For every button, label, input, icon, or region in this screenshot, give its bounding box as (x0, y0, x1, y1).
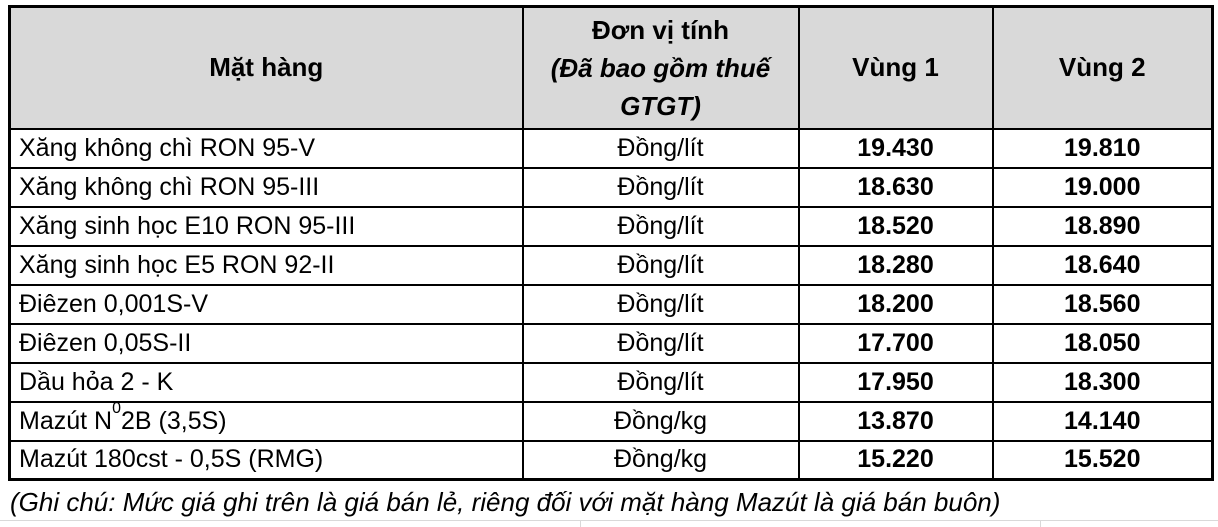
region1-price-cell: 15.220 (797, 439, 994, 481)
product-name-cell: Xăng không chì RON 95-V (8, 127, 524, 169)
unit-cell: Đồng/lít (521, 283, 800, 325)
product-name-cell: Xăng sinh học E5 RON 92-II (8, 244, 524, 286)
unit-cell: Đồng/lít (521, 205, 800, 247)
region1-price-cell: 18.200 (797, 283, 994, 325)
table-row-e5ron92: Xăng sinh học E5 RON 92-II Đồng/lít 18.2… (8, 244, 1214, 286)
region1-price-cell: 18.520 (797, 205, 994, 247)
region2-price-cell: 18.560 (991, 283, 1214, 325)
footnote: (Ghi chú: Mức giá ghi trên là giá bán lẻ… (10, 487, 1001, 517)
spreadsheet-gridline-horizontal (0, 520, 1218, 521)
product-name-cell: Dầu hỏa 2 - K (8, 361, 524, 403)
unit-cell: Đồng/kg (521, 400, 800, 442)
column-header-product-label: Mặt hàng (209, 52, 324, 83)
region1-price-cell: 17.950 (797, 361, 994, 403)
price-table-container: Mặt hàng Đơn vị tính (Đã bao gồm thuế GT… (8, 5, 1214, 481)
region2-price-cell: 18.050 (991, 322, 1214, 364)
column-header-product: Mặt hàng (8, 5, 524, 130)
region2-price-cell: 18.640 (991, 244, 1214, 286)
region1-price-cell: 19.430 (797, 127, 994, 169)
spreadsheet-gridline-vertical (1040, 520, 1041, 527)
unit-cell: Đồng/lít (521, 322, 800, 364)
column-header-unit: Đơn vị tính (Đã bao gồm thuế GTGT) (521, 5, 800, 130)
unit-cell: Đồng/lít (521, 361, 800, 403)
table-row-diesel005s: Điêzen 0,05S-II Đồng/lít 17.700 18.050 (8, 322, 1214, 364)
column-header-region2: Vùng 2 (991, 5, 1214, 130)
region2-price-cell: 18.300 (991, 361, 1214, 403)
region2-price-cell: 18.890 (991, 205, 1214, 247)
table-row-e10ron95: Xăng sinh học E10 RON 95-III Đồng/lít 18… (8, 205, 1214, 247)
column-header-region2-label: Vùng 2 (1058, 52, 1146, 83)
product-name-suffix: 2B (3,5S) (121, 406, 227, 435)
region1-price-cell: 18.630 (797, 166, 994, 208)
product-name-cell: Mazút N02B (3,5S) (8, 400, 524, 442)
table-row-kerosene: Dầu hỏa 2 - K Đồng/lít 17.950 18.300 (8, 361, 1214, 403)
unit-cell: Đồng/lít (521, 127, 800, 169)
table-row-mazut-180cst: Mazút 180cst - 0,5S (RMG) Đồng/kg 15.220… (8, 439, 1214, 481)
table-row-diesel0001s: Điêzen 0,001S-V Đồng/lít 18.200 18.560 (8, 283, 1214, 325)
region1-price-cell: 18.280 (797, 244, 994, 286)
column-header-unit-title: Đơn vị tính (592, 14, 729, 45)
product-name-cell: Điêzen 0,05S-II (8, 322, 524, 364)
unit-cell: Đồng/lít (521, 244, 800, 286)
region2-price-cell: 19.810 (991, 127, 1214, 169)
product-name-superscript: 0 (112, 401, 121, 417)
fuel-price-table: Mặt hàng Đơn vị tính (Đã bao gồm thuế GT… (8, 5, 1214, 481)
column-header-region1-label: Vùng 1 (852, 52, 939, 83)
region2-price-cell: 14.140 (991, 400, 1214, 442)
region2-price-cell: 15.520 (991, 439, 1214, 481)
column-header-unit-subtitle: (Đã bao gồm thuế GTGT) (550, 52, 771, 121)
product-name-cell: Điêzen 0,001S-V (8, 283, 524, 325)
region1-price-cell: 13.870 (797, 400, 994, 442)
product-name-cell: Xăng không chì RON 95-III (8, 166, 524, 208)
region2-price-cell: 19.000 (991, 166, 1214, 208)
table-row-ron95iii: Xăng không chì RON 95-III Đồng/lít 18.63… (8, 166, 1214, 208)
spreadsheet-gridline-vertical (580, 520, 581, 527)
region1-price-cell: 17.700 (797, 322, 994, 364)
unit-cell: Đồng/kg (521, 439, 800, 481)
product-name-cell: Mazút 180cst - 0,5S (RMG) (8, 439, 524, 481)
unit-cell: Đồng/lít (521, 166, 800, 208)
table-row-mazut-n02b: Mazút N02B (3,5S) Đồng/kg 13.870 14.140 (8, 400, 1214, 442)
table-row-ron95v: Xăng không chì RON 95-V Đồng/lít 19.430 … (8, 127, 1214, 169)
product-name-cell: Xăng sinh học E10 RON 95-III (8, 205, 524, 247)
column-header-region1: Vùng 1 (797, 5, 994, 130)
product-name-prefix: Mazút N (19, 406, 113, 435)
table-header-row: Mặt hàng Đơn vị tính (Đã bao gồm thuế GT… (8, 5, 1214, 130)
